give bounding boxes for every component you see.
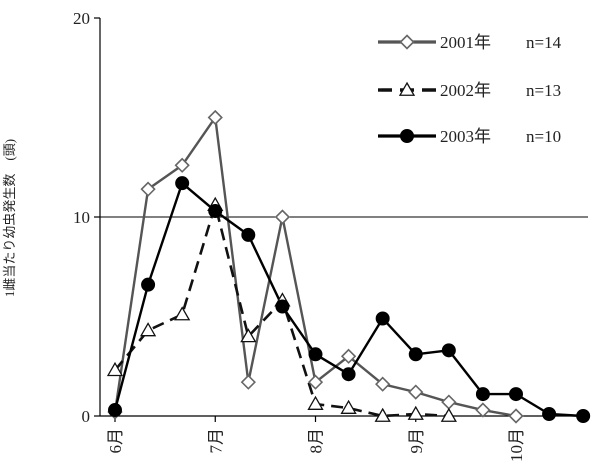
data-point-2	[108, 403, 122, 418]
data-point-0	[340, 348, 357, 364]
y-tick-label: 20	[73, 9, 90, 28]
series-markers	[106, 109, 591, 424]
y-axis: 0 10 20	[73, 9, 101, 426]
data-point-2	[241, 227, 256, 242]
legend-series-n: n=13	[526, 81, 561, 100]
data-point-1	[374, 407, 391, 422]
data-point-1	[139, 322, 157, 337]
legend: 2001年 n=14 2002年 n=13 2003年 n=10	[378, 33, 562, 146]
x-tick-label: 6月	[106, 428, 125, 454]
x-tick-label: 10月	[507, 428, 526, 462]
data-point-0	[475, 402, 491, 418]
y-tick-label: 0	[82, 407, 91, 426]
data-point-0	[240, 374, 256, 390]
data-point-1	[307, 395, 324, 410]
data-point-2	[275, 299, 290, 314]
legend-series-n: n=10	[526, 127, 561, 146]
data-point-0	[174, 157, 190, 173]
data-point-2	[208, 204, 223, 219]
legend-series-n: n=14	[526, 33, 562, 52]
data-point-2	[576, 409, 591, 423]
y-axis-label: 1雌当たり幼虫発生数 (頭)	[2, 139, 17, 297]
data-point-2	[375, 311, 390, 326]
data-point-2	[441, 343, 456, 358]
data-point-0	[207, 109, 223, 126]
data-point-1	[440, 407, 457, 422]
x-tick-label: 7月	[206, 428, 225, 454]
y-tick-label: 10	[73, 208, 90, 227]
legend-series-name: 2001年	[440, 33, 491, 52]
data-point-2	[141, 277, 156, 292]
data-point-2	[509, 387, 523, 402]
data-point-2	[308, 347, 323, 362]
data-point-2	[475, 387, 490, 402]
legend-marker	[398, 81, 416, 96]
legend-marker	[400, 129, 414, 143]
x-tick-label: 8月	[307, 428, 326, 454]
data-point-2	[341, 367, 356, 382]
data-point-0	[307, 374, 324, 390]
legend-series-name: 2002年	[440, 81, 491, 100]
data-point-0	[274, 209, 291, 225]
data-point-2	[408, 347, 423, 362]
data-point-1	[340, 399, 357, 414]
x-axis: 6月 7月 8月 9月 10月	[100, 415, 588, 462]
legend-series-name: 2003年	[440, 127, 491, 146]
data-point-1	[240, 328, 257, 343]
data-point-0	[408, 384, 424, 400]
series-line-0	[113, 116, 517, 418]
data-point-1	[106, 361, 124, 377]
legend-marker	[399, 34, 415, 50]
data-point-0	[140, 181, 156, 197]
data-point-0	[508, 408, 524, 424]
data-point-2	[175, 176, 190, 191]
data-point-1	[407, 405, 424, 420]
data-point-2	[542, 407, 557, 422]
data-point-1	[174, 306, 191, 321]
data-point-0	[441, 394, 457, 410]
x-tick-label: 9月	[407, 428, 426, 454]
data-point-0	[375, 376, 391, 392]
